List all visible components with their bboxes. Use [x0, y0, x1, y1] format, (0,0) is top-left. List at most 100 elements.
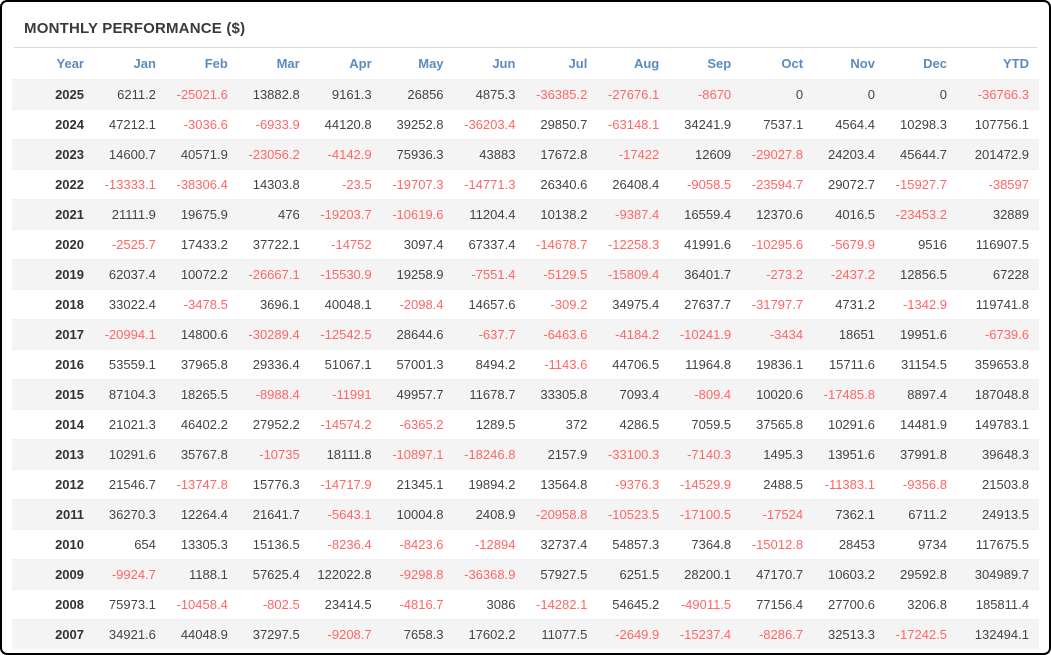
- title-divider: [14, 47, 1037, 48]
- value-cell-ytd: 149783.1: [957, 409, 1039, 440]
- value-cell-nov: -2437.2: [813, 259, 885, 290]
- value-cell-jul: 57927.5: [525, 559, 598, 590]
- value-cell-jan: -13333.1: [94, 169, 166, 200]
- table-row-2009: 2009 -9924.7 1188.1 57625.4 122022.8 -9298.8-…: [12, 559, 1039, 590]
- column-header-sep: Sep: [707, 56, 732, 71]
- value-cell-jul: 32737.4: [525, 529, 598, 560]
- value-cell-ytd: -36766.3: [957, 79, 1039, 110]
- value-cell-jun: 43883: [453, 139, 526, 170]
- table-row-2018: 2018 33022.4 -3478.5 3696.1 40048.1 -2098.4 14…: [12, 289, 1039, 320]
- value-cell-oct: -17524: [741, 499, 814, 530]
- value-cell-may: 39252.8: [381, 109, 454, 140]
- value-cell-jul: -36385.2: [525, 79, 598, 110]
- value-cell-ytd: -6739.6: [957, 319, 1039, 350]
- year-cell: 2017: [12, 319, 94, 350]
- value-cell-mar: -26667.1: [237, 259, 310, 290]
- value-cell-mar: 14303.8: [237, 169, 310, 200]
- value-cell-oct: -29027.8: [741, 139, 814, 170]
- value-cell-nov: 4731.2: [813, 289, 885, 320]
- column-header-ytd: YTD: [1003, 56, 1029, 71]
- table-row-2013: 2013 10291.6 35767.8 -10735 18111.8 -10897.1-…: [12, 439, 1039, 470]
- table-row-2022: 2022 -13333.1 -38306.4 14303.8 -23.5 -19707.3…: [12, 169, 1039, 200]
- monthly-performance-table: Year Jan Feb Mar Apr May Jun Jul Aug Sep Oct Nov Dec…: [12, 48, 1039, 649]
- value-cell-jun: -14771.3: [453, 169, 526, 200]
- value-cell-jul: 10138.2: [525, 199, 598, 230]
- value-cell-nov: 15711.6: [813, 349, 885, 380]
- value-cell-aug: -9376.3: [597, 469, 670, 500]
- value-cell-jul: 13564.8: [525, 469, 598, 500]
- table-row-2008: 2008 75973.1 -10458.4 -802.5 23414.5 -4816.7 3…: [12, 589, 1039, 620]
- value-cell-jul: -1143.6: [525, 349, 598, 380]
- value-cell-oct: -10295.6: [741, 229, 814, 260]
- value-cell-mar: 37722.1: [237, 229, 310, 260]
- value-cell-jan: 14600.7: [94, 139, 166, 170]
- year-cell: 2013: [12, 439, 94, 470]
- value-cell-ytd: 24913.5: [957, 499, 1039, 530]
- value-cell-nov: 13951.6: [813, 439, 885, 470]
- value-cell-oct: -23594.7: [741, 169, 814, 200]
- value-cell-jul: 17672.8: [525, 139, 598, 170]
- table-row-2021: 2021 21111.9 19675.9 476 -19203.7 -10619.6 112…: [12, 199, 1039, 230]
- value-cell-feb: 18265.5: [165, 379, 238, 410]
- value-cell-jun: 2408.9: [453, 499, 526, 530]
- value-cell-sep: 7364.8: [669, 529, 742, 560]
- value-cell-sep: 28200.1: [669, 559, 742, 590]
- value-cell-aug: -9387.4: [597, 199, 670, 230]
- value-cell-may: -8423.6: [381, 529, 454, 560]
- value-cell-ytd: 39648.3: [957, 439, 1039, 470]
- year-cell: 2015: [12, 379, 94, 410]
- value-cell-may: -4816.7: [381, 589, 454, 620]
- column-header-mar: Mar: [276, 56, 300, 71]
- value-cell-jun: -36203.4: [453, 109, 526, 140]
- year-cell: 2010: [12, 529, 94, 560]
- value-cell-apr: -4142.9: [309, 139, 382, 170]
- value-cell-jan: 654: [94, 529, 166, 560]
- value-cell-jul: 372: [525, 409, 598, 440]
- value-cell-mar: 15136.5: [237, 529, 310, 560]
- value-cell-mar: -30289.4: [237, 319, 310, 350]
- value-cell-may: 10004.8: [381, 499, 454, 530]
- value-cell-jul: -5129.5: [525, 259, 598, 290]
- value-cell-oct: 0: [741, 79, 814, 110]
- value-cell-jul: 2157.9: [525, 439, 598, 470]
- value-cell-sep: -8670: [669, 79, 742, 110]
- value-cell-jan: 21546.7: [94, 469, 166, 500]
- value-cell-feb: -13747.8: [165, 469, 238, 500]
- value-cell-aug: 44706.5: [597, 349, 670, 380]
- value-cell-oct: 77156.4: [741, 589, 814, 620]
- value-cell-may: -10897.1: [381, 439, 454, 470]
- year-cell: 2022: [12, 169, 94, 200]
- column-header-may: May: [418, 56, 444, 71]
- value-cell-may: 57001.3: [381, 349, 454, 380]
- value-cell-sep: 11964.8: [669, 349, 742, 380]
- value-cell-oct: -8286.7: [741, 619, 814, 649]
- value-cell-apr: -5643.1: [309, 499, 382, 530]
- table-row-2019: 2019 62037.4 10072.2 -26667.1 -15530.9 19258.…: [12, 259, 1039, 290]
- value-cell-nov: 10603.2: [813, 559, 885, 590]
- value-cell-nov: 28453: [813, 529, 885, 560]
- table-row-2010: 2010 654 13305.3 15136.5 -8236.4 -8423.6 -1289…: [12, 529, 1039, 560]
- value-cell-jan: 33022.4: [94, 289, 166, 320]
- value-cell-feb: 12264.4: [165, 499, 238, 530]
- value-cell-dec: -23453.2: [884, 199, 957, 230]
- value-cell-mar: 13882.8: [237, 79, 310, 110]
- value-cell-dec: 19951.6: [884, 319, 957, 350]
- value-cell-jun: 67337.4: [453, 229, 526, 260]
- year-cell: 2019: [12, 259, 94, 290]
- value-cell-nov: 0: [813, 79, 885, 110]
- value-cell-sep: 12609: [669, 139, 742, 170]
- value-cell-oct: 47170.7: [741, 559, 814, 590]
- value-cell-ytd: 67228: [957, 259, 1039, 290]
- value-cell-mar: -802.5: [237, 589, 310, 620]
- value-cell-jan: 34921.6: [94, 619, 166, 649]
- value-cell-feb: -10458.4: [165, 589, 238, 620]
- value-cell-may: 26856: [381, 79, 454, 110]
- value-cell-oct: 37565.8: [741, 409, 814, 440]
- value-cell-feb: 14800.6: [165, 319, 238, 350]
- value-cell-aug: 54857.3: [597, 529, 670, 560]
- value-cell-sep: 27637.7: [669, 289, 742, 320]
- value-cell-jan: 36270.3: [94, 499, 166, 530]
- table-body: 2025 6211.2 -25021.6 13882.8 9161.3 26856 4875…: [12, 79, 1039, 649]
- value-cell-dec: 6711.2: [884, 499, 957, 530]
